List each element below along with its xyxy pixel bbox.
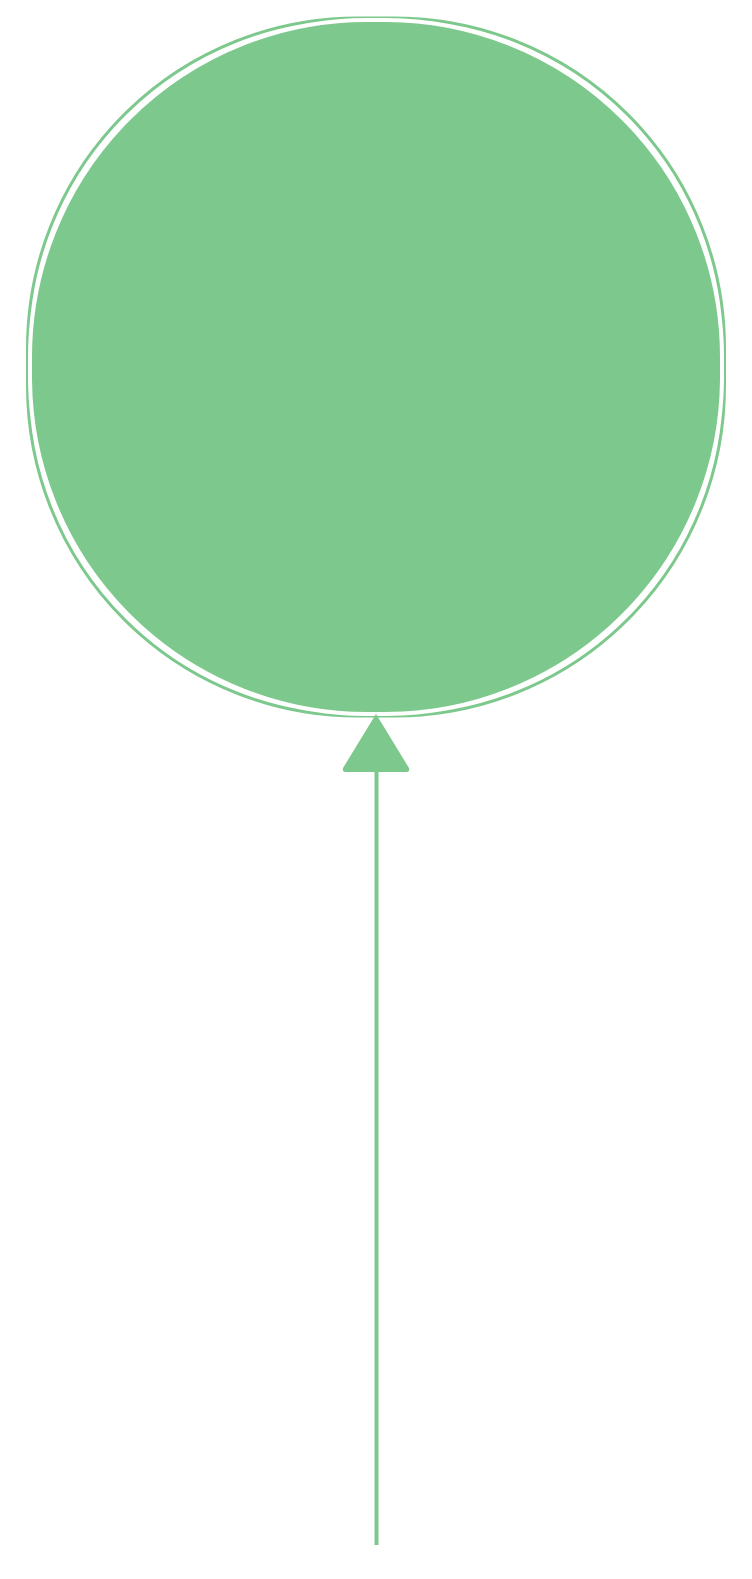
balloon-body [28, 18, 724, 716]
balloon-knot [342, 714, 410, 772]
